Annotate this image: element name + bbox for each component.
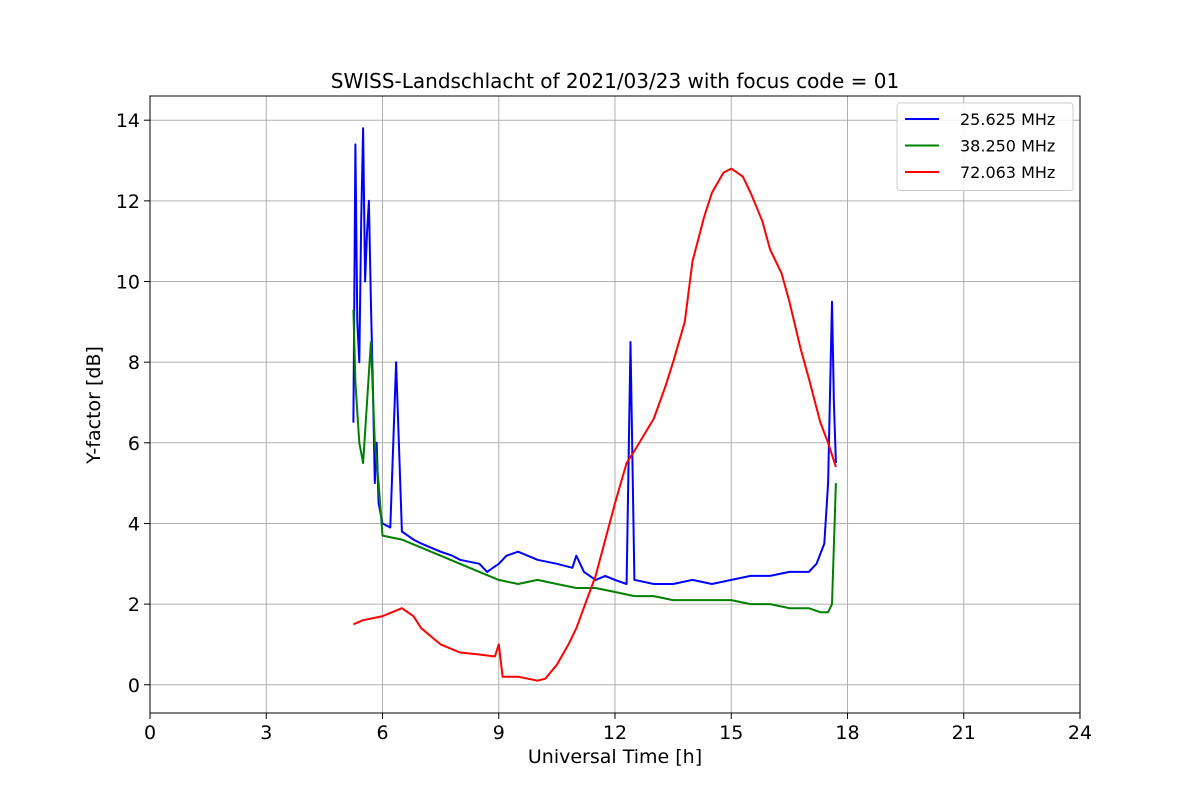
grid-lines (149, 96, 1081, 713)
y-tick-label: 2 (128, 594, 140, 616)
y-tick-label: 6 (128, 433, 140, 455)
legend: 25.625 MHz 38.250 MHz 72.063 MHz (896, 102, 1074, 191)
series-line-1 (352, 309, 837, 614)
x-tick-label: 15 (719, 722, 743, 744)
x-tick-label: 9 (493, 722, 505, 744)
x-tick-label: 3 (260, 722, 272, 744)
x-tick-label: 6 (376, 722, 388, 744)
x-tick-label: 24 (1068, 722, 1092, 744)
y-tick-label: 8 (128, 352, 140, 374)
x-tick-label: 12 (603, 722, 627, 744)
legend-label: 38.250 MHz (960, 137, 1055, 156)
x-tick-label: 21 (952, 722, 976, 744)
legend-label: 25.625 MHz (960, 110, 1055, 129)
legend-box (896, 102, 1074, 191)
y-tick-label: 14 (116, 110, 140, 132)
chart-title: SWISS-Landschlacht of 2021/03/23 with fo… (331, 69, 899, 93)
y-tick-label: 12 (116, 191, 140, 213)
x-tick-label: 18 (835, 722, 859, 744)
series-lines (352, 127, 837, 682)
x-axis-label: Universal Time [h] (528, 746, 702, 768)
series-line-0 (352, 127, 837, 585)
legend-label: 72.063 MHz (960, 163, 1055, 182)
series-line-2 (353, 167, 837, 682)
x-tick-label: 0 (144, 722, 156, 744)
y-tick-label: 4 (128, 513, 140, 535)
y-axis-label: Y-factor [dB] (83, 346, 105, 465)
y-tick-label: 0 (128, 675, 140, 697)
y-tick-label: 10 (116, 272, 140, 294)
